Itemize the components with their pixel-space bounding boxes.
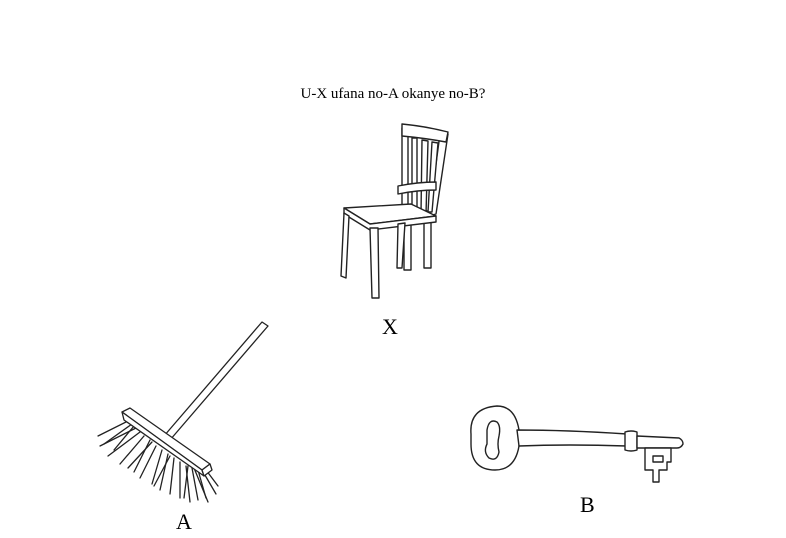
label-x: X <box>382 314 398 339</box>
chair-icon <box>336 120 461 302</box>
label-a: A <box>176 509 192 534</box>
broom-icon <box>94 318 274 508</box>
question-text: U-X ufana no-A okanye no-B? <box>300 86 486 102</box>
label-b: B <box>580 492 595 517</box>
key-icon <box>467 400 689 486</box>
